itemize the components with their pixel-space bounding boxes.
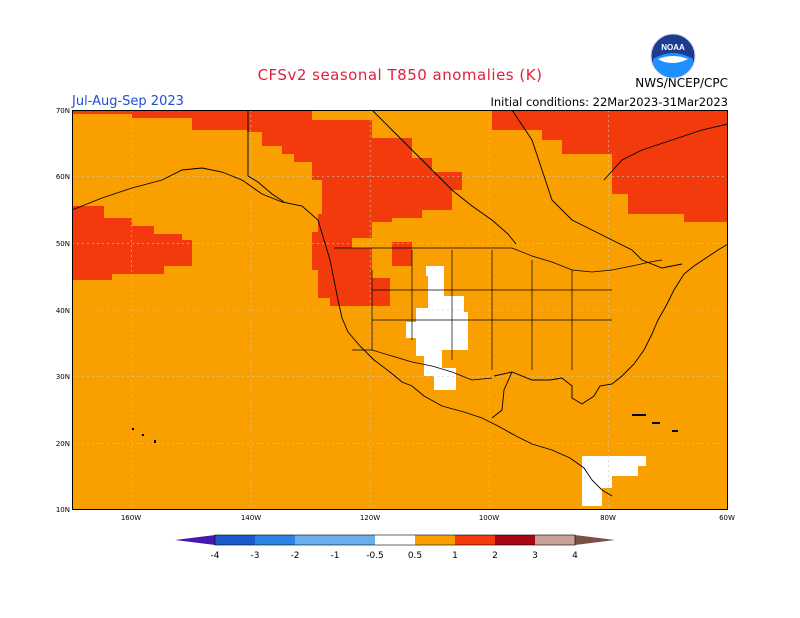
high-anomaly-region-north-strip bbox=[72, 110, 247, 130]
lat-label-70n: 70N bbox=[55, 107, 70, 115]
legend-tick-label: -3 bbox=[251, 551, 260, 561]
noaa-logo: NOAA bbox=[650, 33, 696, 79]
legend-swatch-8 bbox=[495, 535, 535, 545]
neutral-region-southwest-us bbox=[406, 266, 468, 390]
lon-label-80w: 80W bbox=[600, 514, 616, 522]
legend-tick-label: -2 bbox=[291, 551, 300, 561]
high-anomaly-region-western-canada bbox=[247, 110, 462, 238]
legend-tick-label: 0.5 bbox=[408, 551, 422, 561]
lat-label-50n: 50N bbox=[55, 240, 70, 248]
legend-swatch-6 bbox=[415, 535, 455, 545]
legend-swatch-4 bbox=[335, 535, 375, 545]
map-title: CFSv2 seasonal T850 anomalies (K) bbox=[257, 66, 543, 84]
political-borders bbox=[334, 247, 663, 381]
legend-tick-label: 3 bbox=[532, 551, 538, 561]
legend-swatch-1 bbox=[215, 535, 255, 545]
coastlines bbox=[72, 110, 728, 497]
legend-arrow-right bbox=[575, 535, 615, 545]
lat-label-60n: 60N bbox=[55, 173, 70, 181]
legend-tick-label: -0.5 bbox=[366, 551, 384, 561]
neutral-region-central-america bbox=[582, 456, 646, 506]
forecast-period: Jul-Aug-Sep 2023 bbox=[72, 94, 184, 109]
high-anomaly-region-montana bbox=[392, 242, 412, 266]
legend-tick-label: -4 bbox=[211, 551, 220, 561]
lat-label-10n: 10N bbox=[55, 506, 70, 514]
islands bbox=[132, 414, 678, 443]
lon-label-160w: 160W bbox=[120, 514, 142, 522]
lon-label-120w: 120W bbox=[359, 514, 381, 522]
legend-swatch-9 bbox=[535, 535, 575, 545]
legend-swatch-neutral bbox=[375, 535, 415, 545]
lon-label-100w: 100W bbox=[478, 514, 500, 522]
neutral-region-idaho bbox=[426, 266, 444, 276]
legend-swatch-7 bbox=[455, 535, 495, 545]
legend-tick-label: 4 bbox=[572, 551, 578, 561]
noaa-logo-text: NOAA bbox=[661, 43, 685, 52]
lat-label-20n: 20N bbox=[55, 440, 70, 448]
legend-tick-label: 2 bbox=[492, 551, 498, 561]
lon-label-140w: 140W bbox=[240, 514, 262, 522]
legend-arrow-left bbox=[175, 535, 215, 545]
legend-swatch-3 bbox=[295, 535, 335, 545]
map-frame bbox=[72, 110, 728, 510]
lat-label-30n: 30N bbox=[55, 373, 70, 381]
initial-conditions: Initial conditions: 22Mar2023-31Mar2023 bbox=[490, 95, 728, 109]
legend-tick-label: -1 bbox=[331, 551, 340, 561]
color-legend: -4 -3 -2 -1 -0.5 0.5 1 2 3 4 bbox=[175, 534, 615, 561]
lat-label-40n: 40N bbox=[55, 307, 70, 315]
anomaly-map bbox=[72, 110, 728, 510]
legend-tick-label: 1 bbox=[452, 551, 458, 561]
agency-label: NWS/NCEP/CPC bbox=[635, 76, 728, 90]
high-anomaly-region-eastern-canada bbox=[492, 110, 728, 222]
high-anomaly-region-pacific-northwest bbox=[312, 214, 390, 306]
graticule bbox=[72, 110, 728, 510]
lon-label-60w: 60W bbox=[719, 514, 735, 522]
legend-swatch-2 bbox=[255, 535, 295, 545]
